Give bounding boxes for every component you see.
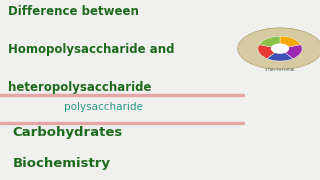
Text: STAR TUTORIAL: STAR TUTORIAL [265, 68, 295, 72]
Text: heteropolysaccharide: heteropolysaccharide [8, 81, 151, 94]
Text: Carbohydrates: Carbohydrates [13, 126, 123, 139]
Circle shape [271, 43, 289, 54]
Text: polysaccharide: polysaccharide [64, 102, 143, 112]
Wedge shape [280, 36, 301, 49]
Ellipse shape [238, 28, 320, 69]
Text: Biochemistry: Biochemistry [13, 157, 111, 170]
Wedge shape [267, 49, 293, 61]
Wedge shape [280, 45, 302, 59]
Wedge shape [258, 45, 280, 59]
Wedge shape [259, 36, 280, 49]
Text: Homopolysaccharide and: Homopolysaccharide and [8, 43, 174, 56]
Text: Difference between: Difference between [8, 5, 139, 18]
